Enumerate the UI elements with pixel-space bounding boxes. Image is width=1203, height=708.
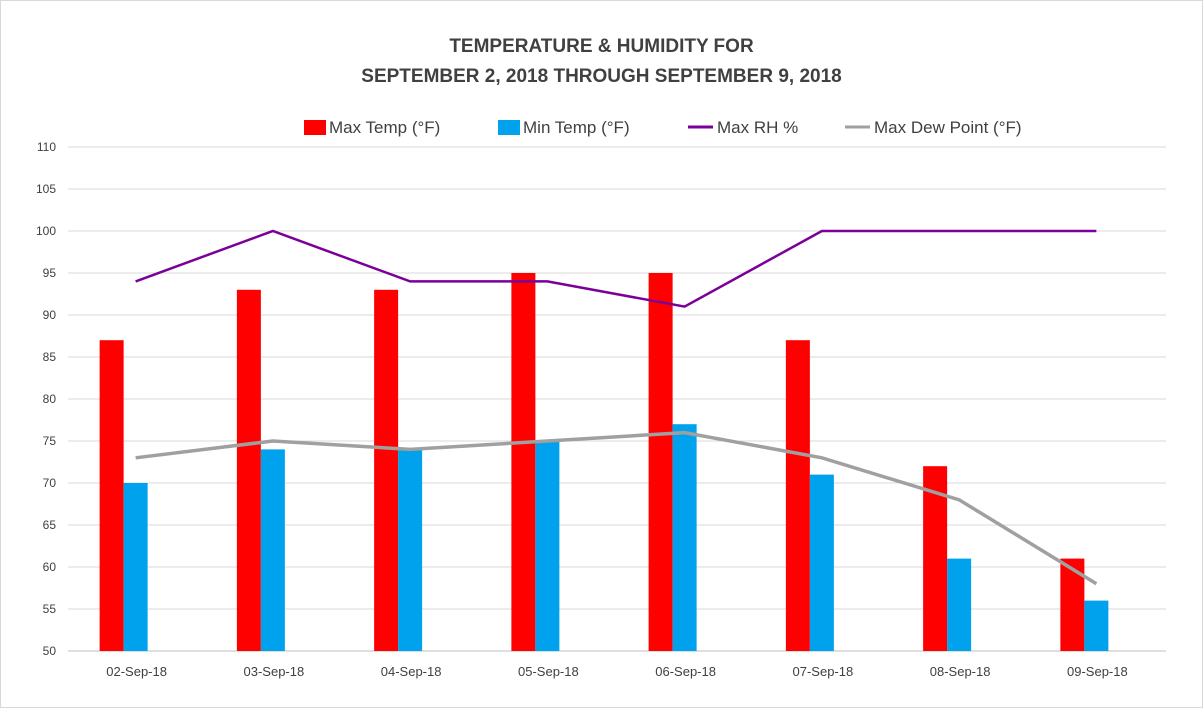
chart-subtitle: SEPTEMBER 2, 2018 THROUGH SEPTEMBER 9, 2… bbox=[361, 66, 842, 87]
bar-min-temp-7 bbox=[1084, 600, 1109, 651]
y-tick-label-80: 80 bbox=[43, 392, 57, 406]
bar-min-temp-6 bbox=[947, 558, 972, 651]
legend-max-rh-label: Max RH % bbox=[717, 118, 798, 137]
series-line-max-rh bbox=[135, 229, 1097, 308]
x-tick-label-2: 04-Sep-18 bbox=[381, 664, 442, 679]
x-tick-label-0: 02-Sep-18 bbox=[106, 664, 167, 679]
y-tick-label-110: 110 bbox=[37, 140, 56, 154]
bar-max-temp-6 bbox=[923, 466, 948, 651]
bar-max-temp-4 bbox=[648, 273, 673, 651]
x-tick-label-5: 07-Sep-18 bbox=[793, 664, 854, 679]
legend-min-temp-label: Min Temp (°F) bbox=[523, 118, 630, 137]
y-tick-label-65: 65 bbox=[43, 518, 57, 532]
legend-max-dew-point-label: Max Dew Point (°F) bbox=[874, 118, 1022, 137]
bar-min-temp-0 bbox=[123, 483, 148, 651]
y-tick-label-70: 70 bbox=[43, 476, 57, 490]
bar-max-temp-2 bbox=[374, 289, 399, 651]
legend-max-temp-label: Max Temp (°F) bbox=[329, 118, 440, 137]
bar-min-temp-4 bbox=[672, 424, 697, 651]
bar-min-temp-3 bbox=[535, 441, 560, 651]
x-tick-label-3: 05-Sep-18 bbox=[518, 664, 579, 679]
y-tick-label-100: 100 bbox=[36, 224, 56, 238]
legend-max-temp-swatch bbox=[304, 120, 326, 135]
y-tick-label-60: 60 bbox=[43, 560, 57, 574]
y-tick-label-85: 85 bbox=[43, 350, 57, 364]
bar-max-temp-0 bbox=[99, 340, 124, 651]
y-tick-label-95: 95 bbox=[43, 266, 57, 280]
bar-min-temp-1 bbox=[260, 449, 285, 651]
bar-max-temp-3 bbox=[511, 273, 536, 651]
x-tick-label-4: 06-Sep-18 bbox=[655, 664, 716, 679]
bar-max-temp-5 bbox=[785, 340, 810, 651]
y-tick-label-75: 75 bbox=[43, 434, 57, 448]
y-tick-label-50: 50 bbox=[43, 644, 57, 658]
x-tick-label-7: 09-Sep-18 bbox=[1067, 664, 1128, 679]
chart-title: TEMPERATURE & HUMIDITY FOR bbox=[449, 36, 754, 57]
series-line-max-dew-point bbox=[135, 430, 1098, 586]
x-tick-label-1: 03-Sep-18 bbox=[244, 664, 305, 679]
bar-min-temp-2 bbox=[398, 449, 423, 651]
x-tick-label-6: 08-Sep-18 bbox=[930, 664, 991, 679]
y-tick-label-90: 90 bbox=[43, 308, 57, 322]
legend-min-temp-swatch bbox=[498, 120, 520, 135]
y-tick-label-105: 105 bbox=[36, 182, 56, 196]
bar-max-temp-1 bbox=[236, 289, 261, 651]
y-tick-label-55: 55 bbox=[43, 602, 57, 616]
bar-min-temp-5 bbox=[809, 474, 834, 651]
